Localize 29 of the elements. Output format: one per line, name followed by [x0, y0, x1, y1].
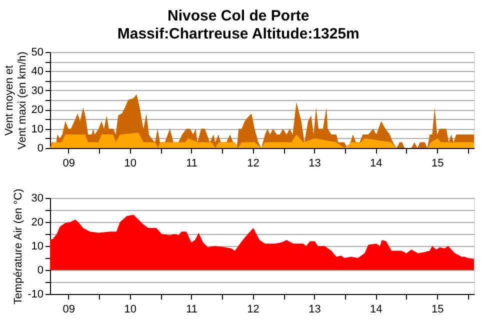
- y-tick-label: 30: [31, 84, 44, 97]
- x-tick-label: 10: [124, 158, 137, 170]
- x-tick-label: 11: [186, 158, 198, 170]
- y-tick-label: 0: [37, 142, 44, 154]
- y-tick-label: 30: [31, 192, 44, 204]
- chart-subtitle: Massif:Chartreuse Altitude:1325m: [117, 26, 360, 42]
- x-tick-label: 15: [432, 304, 444, 316]
- x-tick-label: 10: [124, 304, 137, 316]
- y-tick-label: 0: [37, 264, 44, 276]
- y-axis-title: Vent moyen et Vent maxi (en km/h): [3, 52, 28, 150]
- y-tick-label: 50: [31, 46, 44, 58]
- y-tick-label: 20: [31, 104, 44, 116]
- y-tick-label: 10: [31, 123, 44, 136]
- y-tick-label: 40: [31, 66, 44, 78]
- x-tick-label: 09: [62, 304, 76, 316]
- x-tick-label: 14: [370, 304, 382, 316]
- x-tick-label: 15: [432, 158, 444, 170]
- y-tick-label: -10: [28, 288, 44, 300]
- y-tick-label: 10: [31, 240, 44, 252]
- chart-title: Nivose Col de Porte: [168, 8, 310, 24]
- y-axis-title: Température Air (en °C): [12, 188, 25, 304]
- y-tick-label: 20: [31, 216, 44, 228]
- x-tick-label: 09: [62, 158, 76, 170]
- x-tick-label: 11: [186, 304, 198, 316]
- x-tick-label: 14: [370, 158, 382, 170]
- x-tick-label: 13: [308, 158, 321, 170]
- x-tick-label: 12: [247, 304, 260, 316]
- x-tick-label: 12: [247, 158, 260, 170]
- x-tick-label: 13: [308, 304, 321, 316]
